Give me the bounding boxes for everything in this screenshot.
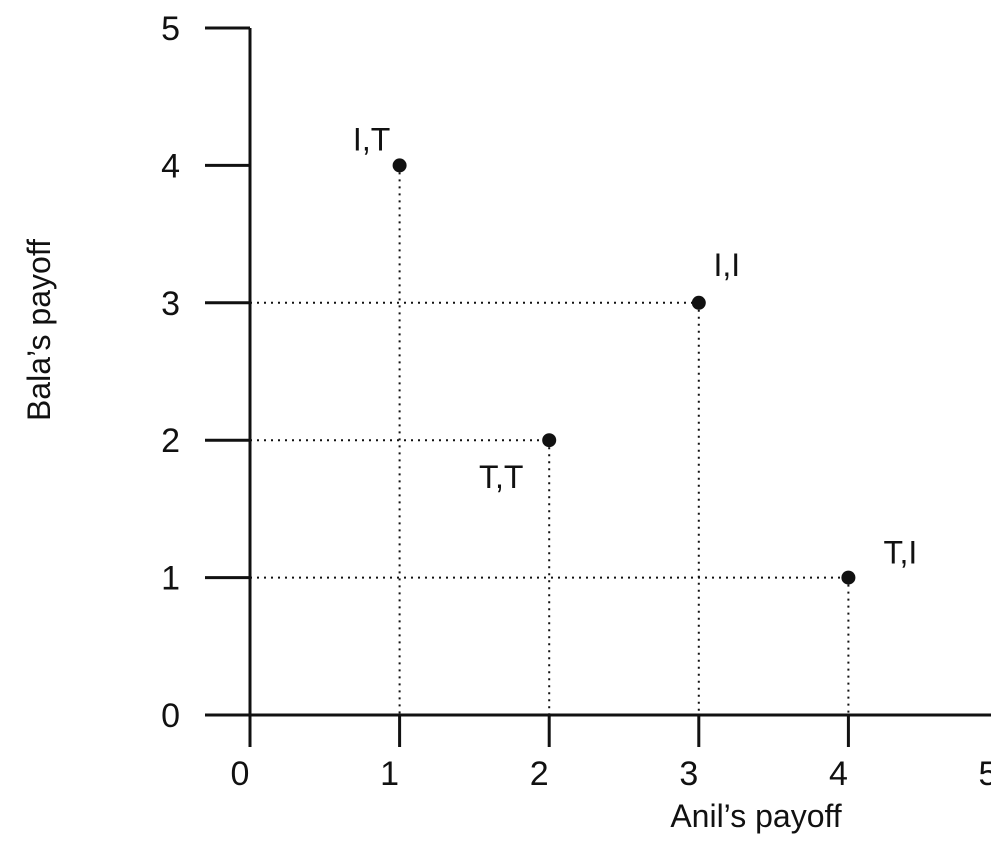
data-points: I,T I,I T,T T,I: [353, 121, 918, 585]
x-tick-label: 0: [231, 755, 250, 793]
y-tick-label: 2: [161, 422, 180, 460]
y-tick-label: 5: [161, 10, 180, 48]
ticks: 0 1 2 3 4 5 0 1 2 3 4 5: [161, 10, 991, 793]
x-tick-label: 1: [380, 755, 399, 793]
axes: [205, 28, 991, 717]
y-tick-label: 0: [161, 697, 180, 735]
x-tick-label: 5: [979, 755, 991, 793]
data-point: [542, 433, 557, 448]
x-tick-label: 3: [679, 755, 698, 793]
y-axis-label: Bala’s payoff: [21, 239, 57, 421]
point-label: I,I: [713, 247, 740, 283]
point-label: I,T: [353, 121, 390, 157]
data-point: [691, 295, 706, 310]
point-label: T,T: [479, 459, 523, 495]
x-tick-label: 2: [530, 755, 549, 793]
data-point: [392, 158, 407, 173]
y-tick-label: 4: [161, 147, 180, 185]
point-label: T,I: [884, 535, 918, 571]
guide-lines: [250, 165, 850, 715]
x-axis-label: Anil’s payoff: [670, 798, 841, 834]
y-tick-label: 1: [161, 560, 180, 598]
y-tick-label: 3: [161, 285, 180, 323]
data-point: [841, 570, 856, 585]
x-tick-label: 4: [829, 755, 848, 793]
